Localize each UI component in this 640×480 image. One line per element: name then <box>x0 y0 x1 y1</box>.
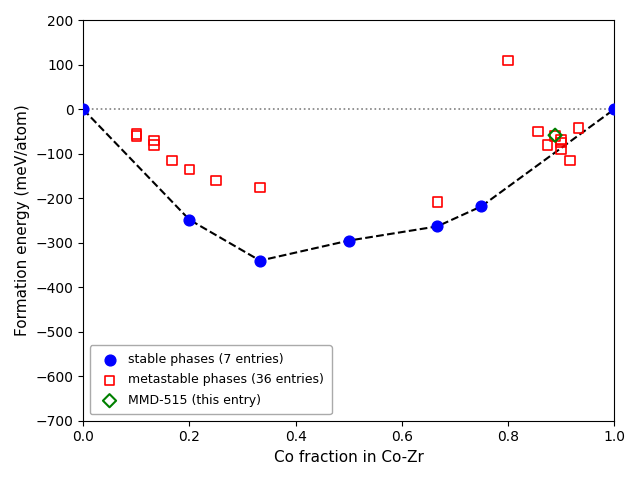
metastable phases (36 entries) <box>167 157 177 165</box>
stable phases (7 entries) <box>255 257 265 264</box>
metastable phases (36 entries) <box>131 130 141 138</box>
stable phases (7 entries) <box>476 203 486 210</box>
X-axis label: Co fraction in Co-Zr: Co fraction in Co-Zr <box>274 450 424 465</box>
metastable phases (36 entries) <box>556 145 566 153</box>
metastable phases (36 entries) <box>550 132 560 140</box>
metastable phases (36 entries) <box>556 139 566 146</box>
metastable phases (36 entries) <box>148 141 159 149</box>
metastable phases (36 entries) <box>565 157 575 165</box>
metastable phases (36 entries) <box>211 177 221 184</box>
metastable phases (36 entries) <box>543 141 553 149</box>
stable phases (7 entries) <box>78 106 88 113</box>
metastable phases (36 entries) <box>131 132 141 140</box>
stable phases (7 entries) <box>609 106 619 113</box>
stable phases (7 entries) <box>344 237 354 244</box>
Y-axis label: Formation energy (meV/atom): Formation energy (meV/atom) <box>15 105 30 336</box>
metastable phases (36 entries) <box>184 166 195 173</box>
MMD-515 (this entry) <box>550 132 560 139</box>
metastable phases (36 entries) <box>573 124 584 132</box>
stable phases (7 entries) <box>184 216 195 224</box>
metastable phases (36 entries) <box>432 198 442 206</box>
Legend: stable phases (7 entries), metastable phases (36 entries), MMD-515 (this entry): stable phases (7 entries), metastable ph… <box>90 346 332 414</box>
metastable phases (36 entries) <box>255 183 265 191</box>
metastable phases (36 entries) <box>556 136 566 144</box>
metastable phases (36 entries) <box>148 137 159 144</box>
metastable phases (36 entries) <box>503 57 513 64</box>
stable phases (7 entries) <box>432 223 442 230</box>
metastable phases (36 entries) <box>533 128 543 135</box>
